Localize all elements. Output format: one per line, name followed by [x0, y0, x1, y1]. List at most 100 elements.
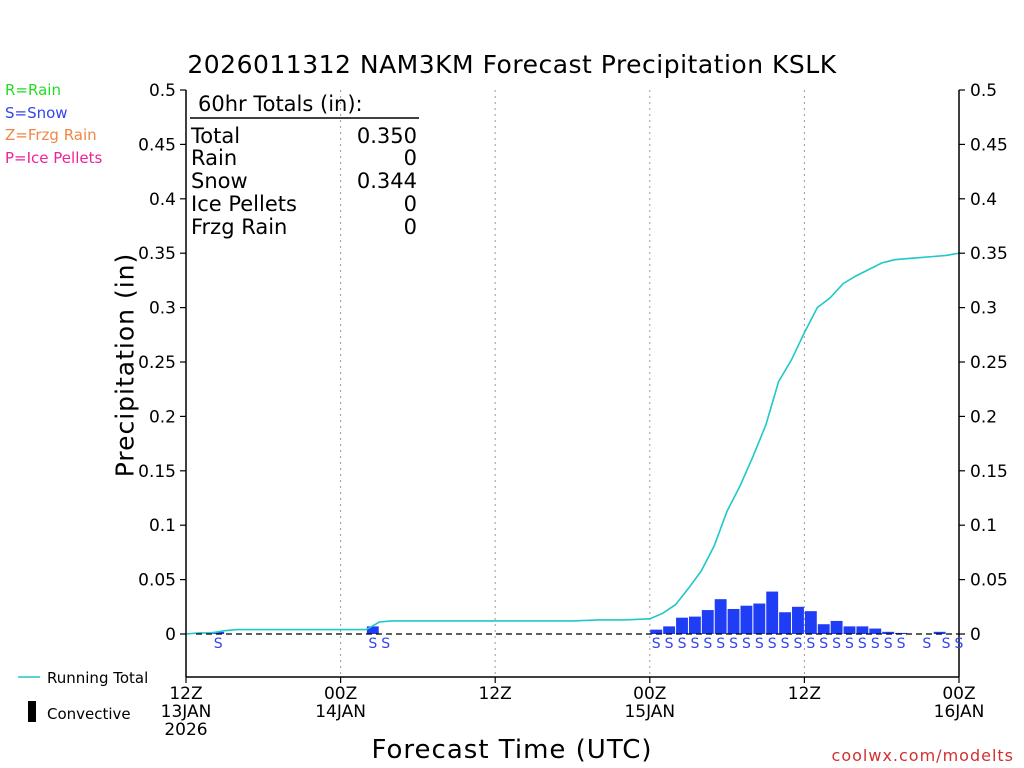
precip-bar	[766, 591, 779, 634]
snow-marker: S	[742, 636, 751, 652]
totals-header: 60hr Totals (in):	[198, 92, 363, 116]
y-tick-label-left: 0.25	[138, 353, 176, 373]
y-tick-label-left: 0.15	[138, 462, 176, 482]
y-tick-labels-left: 0 0.05 0.1 0.15 0.2 0.25 0.3 0.35 0.4 0.45 0.5	[138, 81, 186, 645]
snow-marker: S	[858, 636, 867, 652]
totals-frzg-rain-value: 0	[404, 215, 417, 239]
precip-bar	[869, 628, 882, 634]
precip-bar	[753, 603, 766, 634]
y-tick-label-right: 0	[970, 625, 981, 645]
precip-bar	[843, 626, 856, 634]
snow-marker: S	[794, 636, 803, 652]
x-axis-label: Forecast Time (UTC)	[371, 735, 653, 765]
totals-total-value: 0.350	[357, 124, 417, 148]
totals-ice-pellets-value: 0	[404, 192, 417, 216]
y-tick-label-left: 0	[165, 625, 176, 645]
axes	[185, 90, 960, 678]
snow-marker: S	[665, 636, 674, 652]
snow-marker: S	[942, 636, 951, 652]
precip-bar	[933, 631, 946, 634]
x-tick-label: 00Z	[942, 684, 975, 704]
totals-snow-value: 0.344	[357, 169, 417, 193]
y-tick-label-left: 0.3	[149, 299, 176, 319]
x-tick-label: 12Z	[479, 684, 512, 704]
y-tick-label-right: 0.35	[970, 244, 1008, 264]
totals-rain-value: 0	[404, 146, 417, 170]
totals-ice-pellets-label: Ice Pellets	[191, 192, 297, 216]
snow-marker: S	[768, 636, 777, 652]
precip-bar	[366, 626, 379, 634]
precip-bar	[740, 605, 753, 634]
y-tick-label-right: 0.5	[970, 81, 997, 101]
y-tick-label-left: 0.5	[149, 81, 176, 101]
totals-total-label: Total	[190, 124, 240, 148]
precip-bar	[663, 626, 676, 634]
x-tick-label: 12Z	[788, 684, 821, 704]
precip-bar	[882, 631, 895, 634]
precip-bar	[676, 617, 688, 634]
snow-marker: S	[832, 636, 841, 652]
x-tick-label: 13JAN	[161, 702, 212, 722]
y-tick-label-left: 0.45	[138, 135, 176, 155]
y-tick-label-right: 0.45	[970, 135, 1008, 155]
x-tick-label: 00Z	[633, 684, 666, 704]
legend-freezing-rain: Z=Frzg Rain	[5, 126, 97, 144]
totals-rain-label: Rain	[191, 146, 237, 170]
snow-marker: S	[716, 636, 725, 652]
snow-marker: S	[214, 636, 223, 652]
legend-rain: R=Rain	[5, 81, 61, 99]
snow-marker: S	[652, 636, 661, 652]
y-axis-label: Precipitation (in)	[110, 252, 140, 478]
x-tick-label: 12Z	[169, 684, 202, 704]
precip-bar	[212, 631, 225, 634]
grid-lines	[340, 90, 805, 677]
legend-ice-pellets: P=Ice Pellets	[5, 149, 103, 167]
running-total-legend-label: Running Total	[47, 669, 149, 687]
y-tick-label-right: 0.25	[970, 353, 1008, 373]
precip-bar	[650, 629, 663, 634]
snow-marker: S	[871, 636, 880, 652]
precip-bar	[688, 616, 701, 634]
snow-marker: S	[922, 636, 931, 652]
x-tick-label: 15JAN	[624, 702, 675, 722]
precip-bar	[856, 626, 869, 634]
snow-marker: S	[690, 636, 699, 652]
legend-snow: S=Snow	[5, 104, 68, 122]
x-tick-label: 00Z	[324, 684, 357, 704]
running-total-group	[185, 252, 960, 635]
snow-marker: S	[703, 636, 712, 652]
y-tick-label-right: 0.05	[970, 571, 1008, 591]
x-tick-label: 2026	[164, 720, 207, 740]
y-tick-label-left: 0.05	[138, 571, 176, 591]
snow-marker: S	[755, 636, 764, 652]
y-tick-label-left: 0.1	[149, 516, 176, 536]
precip-bar	[792, 606, 804, 634]
precip-bar	[817, 624, 830, 634]
precip-bar	[701, 610, 714, 634]
precip-bar	[830, 620, 843, 634]
snow-marker: S	[806, 636, 815, 652]
precip-bars	[212, 591, 946, 634]
snow-marker: S	[897, 636, 906, 652]
y-tick-label-right: 0.2	[970, 407, 997, 427]
x-tick-label: 14JAN	[315, 702, 366, 722]
precip-bar	[714, 599, 727, 634]
y-tick-label-right: 0.4	[970, 190, 997, 210]
snow-marker: S	[381, 636, 390, 652]
precip-bar	[779, 612, 792, 634]
running-total-line	[185, 252, 960, 635]
convective-legend-swatch	[28, 701, 36, 722]
totals-box: 60hr Totals (in): Total 0.350 Rain 0 Sno…	[190, 92, 419, 239]
y-tick-label-right: 0.15	[970, 462, 1008, 482]
y-tick-label-left: 0.35	[138, 244, 176, 264]
snow-marker: S	[678, 636, 687, 652]
snow-marker: S	[955, 636, 964, 652]
snow-marker: S	[845, 636, 854, 652]
y-tick-label-right: 0.3	[970, 299, 997, 319]
totals-snow-label: Snow	[191, 169, 248, 193]
y-tick-label-left: 0.4	[149, 190, 176, 210]
snow-marker: S	[368, 636, 377, 652]
